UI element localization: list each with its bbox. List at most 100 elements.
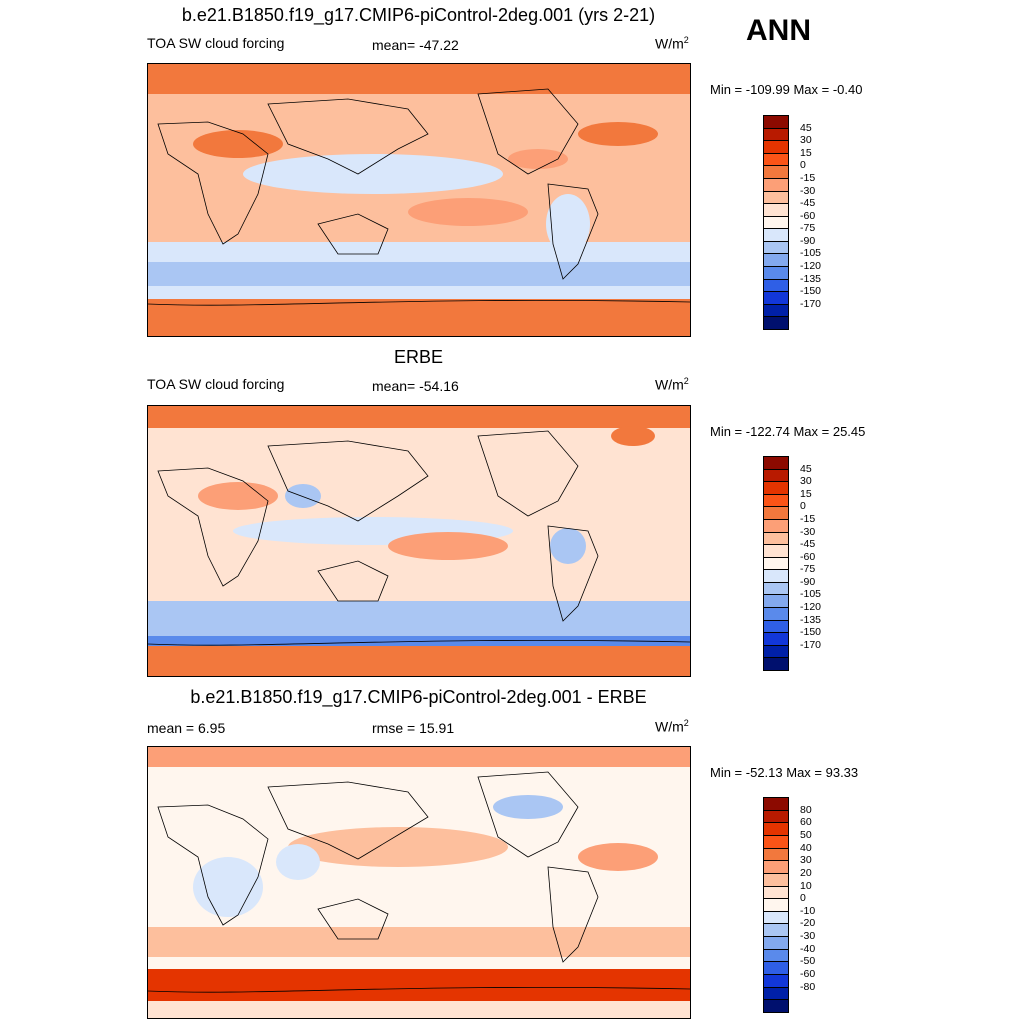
panel2-colorbar-label: -105 <box>800 588 822 601</box>
panel3-colorbar-box <box>763 809 789 824</box>
panel3-asia-blue <box>276 844 320 880</box>
panel3-colorbar-box <box>763 797 789 811</box>
panel3-colorbar-box <box>763 948 789 963</box>
panel3-coast-north-america <box>477 771 579 858</box>
panel1-colorbar-label: -90 <box>800 234 816 247</box>
panel2-colorbar-box <box>763 644 789 659</box>
panel3-coast-south-america <box>547 866 599 963</box>
panel2-coast-antarctica <box>148 639 690 646</box>
panel2-colorbar-box <box>763 657 789 671</box>
panel1-sa <box>546 194 590 254</box>
panel2-coast-south-america <box>547 525 599 622</box>
panel3-atlantic <box>578 843 658 871</box>
panel2-colorbar-label: -120 <box>800 601 822 614</box>
panel3-colorbar-label: 10 <box>800 879 812 892</box>
panel3-colorbar-label: 60 <box>800 816 812 829</box>
panel1-colorbar-box <box>763 253 789 268</box>
panel1-coast-asia <box>267 98 429 175</box>
panel1-colorbar-label: -170 <box>800 297 822 310</box>
panel3-map-svg <box>148 747 690 1018</box>
panel3-colorbar-box <box>763 885 789 900</box>
panel1-colorbar-box <box>763 266 789 280</box>
panel1-map-svg <box>148 64 690 336</box>
panel1-band-subpolar <box>148 286 690 299</box>
panel2-band-arctic <box>148 406 690 428</box>
panel3-colorbar-label: -30 <box>800 930 816 943</box>
panel2-colorbar-label: -90 <box>800 575 816 588</box>
panel1-coast-south-america <box>547 183 599 280</box>
panel3-colorbar-box <box>763 974 789 988</box>
panel1-colorbar-label: 15 <box>800 146 812 159</box>
panel1-atlantic <box>578 122 658 146</box>
panel1-colorbar-box <box>763 127 789 142</box>
panel3-na-blue <box>493 795 563 819</box>
panel1-colorbar-label: 45 <box>800 121 812 134</box>
panel2-colorbar-box <box>763 594 789 609</box>
panel2-colorbar-box <box>763 468 789 483</box>
panel1-colorbar-label: -30 <box>800 184 816 197</box>
panel3-colorbar-label: -60 <box>800 968 816 981</box>
panel1-colorbar-box <box>763 140 789 154</box>
panel3-colorbar-label: -10 <box>800 904 816 917</box>
panel3-colorbar-label: 30 <box>800 854 812 867</box>
panel2-left-label: TOA SW cloud forcing <box>147 376 285 392</box>
panel1-colorbar-box <box>763 228 789 242</box>
panel2-sa <box>550 528 586 564</box>
panel1-sahara <box>193 130 283 158</box>
panel1-map <box>147 63 691 337</box>
panel3-title: b.e21.B1850.f19_g17.CMIP6-piControl-2deg… <box>190 687 647 707</box>
panel3-colorbar-box <box>763 910 789 925</box>
panel3-colorbar-box <box>763 961 789 976</box>
panel1-pacific-itcz <box>243 154 503 194</box>
panel3-colorbar-label: -40 <box>800 942 816 955</box>
panel1-title: b.e21.B1850.f19_g17.CMIP6-piControl-2deg… <box>181 5 656 25</box>
panel2-colorbar-label: -170 <box>800 638 822 651</box>
panel2-colorbar-label: 15 <box>800 487 812 500</box>
panel2-coast-north-america <box>477 430 579 517</box>
panel3-colorbar-box <box>763 936 789 950</box>
panel1-coast-australia <box>317 213 389 255</box>
panel1-units: W/m2 <box>655 35 689 52</box>
panel1-colorbar-label: -75 <box>800 222 816 235</box>
panel1-colorbar-box <box>763 215 789 230</box>
panel2-colorbar-box <box>763 569 789 583</box>
panel2-colorbar-box <box>763 556 789 571</box>
panel2-colorbar-label: -15 <box>800 512 816 525</box>
panel3-colorbar-box <box>763 860 789 874</box>
panel2-colorbar-box <box>763 506 789 520</box>
panel1-band-midlat-south <box>148 242 690 262</box>
panel3-colorbar-box <box>763 999 789 1013</box>
panel1-se-pacific <box>408 198 528 226</box>
panel1-band-southern-ocean <box>148 262 690 286</box>
panel3-colorbar-box <box>763 986 789 1001</box>
panel1-left-label: TOA SW cloud forcing <box>147 35 285 51</box>
panel3-minmax: Min = -52.13 Max = 93.33 <box>710 765 859 780</box>
panel2-map-svg <box>148 406 690 676</box>
panel3-colorbar-label: -80 <box>800 980 816 993</box>
panel2-minmax: Min = -122.74 Max = 25.45 <box>710 424 866 439</box>
panel3-coast-africa <box>157 804 269 926</box>
panel3-pacific <box>288 827 508 867</box>
panel2-sahara <box>198 482 278 510</box>
panel1-colorbar-box <box>763 203 789 217</box>
panel1-colorbar-label: 0 <box>800 159 806 172</box>
panel3-coast-australia <box>317 898 389 940</box>
panel3-colorbar: 80 60 50 40 30 20 10 0 -10 -20 -30 -40 -50 -60 -80 <box>763 797 863 1013</box>
panel1-colorbar-box <box>763 190 789 205</box>
panel2-coast-africa <box>157 467 269 587</box>
panel2-colorbar-label: 0 <box>800 500 806 513</box>
panel1-colorbar-label: -45 <box>800 197 816 210</box>
panel1-colorbar: 45 30 15 0 -15 -30 -45 -60 -75 -90 -105 -120 -135 -15… <box>763 115 863 330</box>
panel1-colorbar-label: -135 <box>800 272 822 285</box>
panel3-colorbar-label: 20 <box>800 866 812 879</box>
panel2-colorbar-box <box>763 619 789 634</box>
panel3-colorbar-box <box>763 834 789 849</box>
panel2-colorbar-label: 30 <box>800 475 812 488</box>
panel3-coast-asia <box>267 781 429 860</box>
panel1-band-antarctic <box>148 299 690 336</box>
panel1-colorbar-label: -120 <box>800 260 822 273</box>
panel1-colorbar-label: -105 <box>800 247 822 260</box>
panel3-band-arctic <box>148 747 690 767</box>
panel2-coast-asia <box>267 440 429 522</box>
panel3-colorbar-label: 50 <box>800 828 812 841</box>
